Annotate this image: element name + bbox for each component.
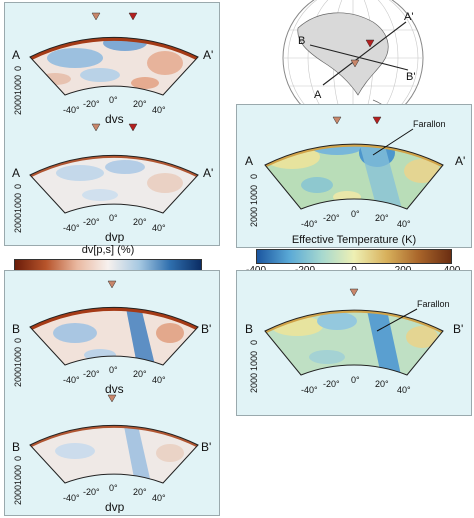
svg-text:40°: 40° (397, 219, 411, 229)
svg-text:0: 0 (13, 66, 23, 71)
svg-text:2000: 2000 (249, 207, 259, 227)
svg-text:-40°: -40° (301, 219, 318, 229)
left-bottom-panel: B B' 0 1000 2000 -40° -20° 0° 20° 40° dv… (4, 270, 220, 516)
svg-text:0: 0 (13, 456, 23, 461)
section-label-start: A (12, 166, 20, 180)
svg-text:20°: 20° (133, 487, 147, 497)
svg-text:40°: 40° (397, 385, 411, 395)
section-label-end: B' (453, 322, 463, 336)
svg-text:-40°: -40° (63, 105, 80, 115)
profile-line-b (309, 44, 409, 71)
svg-text:0°: 0° (109, 213, 118, 223)
svg-text:40°: 40° (152, 105, 166, 115)
section-label-end: A' (455, 154, 465, 168)
section-temp-b: Farallon B B' 0 1000 2000 -40° -20° 0° 2… (245, 288, 463, 395)
svg-text:20°: 20° (375, 213, 389, 223)
section-dvs-a: A A' 0 1000 2000 -40° -20° 0° 20° 40° dv… (12, 12, 213, 125)
svg-text:-40°: -40° (63, 223, 80, 233)
svg-text:-20°: -20° (83, 217, 100, 227)
svg-text:2000: 2000 (249, 373, 259, 393)
tan-marker (107, 394, 117, 403)
annotation-farallon: Farallon (417, 299, 450, 309)
svg-text:2000: 2000 (13, 485, 23, 505)
svg-text:1000: 1000 (13, 193, 23, 213)
svg-text:2000: 2000 (13, 95, 23, 115)
svg-text:2000: 2000 (13, 367, 23, 387)
svg-text:0°: 0° (109, 365, 118, 375)
section-title: dvs (105, 382, 124, 395)
colorbar-gradient (256, 249, 452, 264)
svg-text:20°: 20° (133, 99, 147, 109)
globe-label-b-prime: B' (406, 71, 415, 83)
section-label-end: A' (203, 166, 213, 180)
section-label-start: B (12, 440, 20, 454)
svg-text:2000: 2000 (13, 213, 23, 233)
tan-marker (107, 280, 117, 289)
svg-text:0: 0 (249, 174, 259, 179)
svg-text:20°: 20° (133, 217, 147, 227)
section-dvs-b: B B' 0 1000 2000 -40° -20° 0° 20° 40° dv… (12, 280, 211, 395)
section-temp-a: Farallon A A' 0 1000 2000 -40° -20° 0° 2… (245, 116, 465, 229)
section-label-end: B' (201, 440, 211, 454)
section-title: dvp (105, 230, 125, 243)
red-marker (128, 123, 138, 132)
red-marker (128, 12, 138, 21)
svg-text:0°: 0° (109, 483, 118, 493)
left-top-panel: A A' 0 1000 2000 -40° -20° 0° 20° 40° dv… (4, 2, 220, 246)
section-label-start: B (12, 322, 20, 336)
annotation-leader (372, 128, 414, 156)
svg-text:-40°: -40° (63, 375, 80, 385)
svg-text:1000: 1000 (249, 351, 259, 371)
svg-text:40°: 40° (152, 223, 166, 233)
right-top-panel: Farallon A A' 0 1000 2000 -40° -20° 0° 2… (236, 104, 472, 248)
svg-text:0: 0 (13, 184, 23, 189)
globe-label-b: B (298, 35, 305, 47)
globe-label-a-prime: A' (404, 11, 413, 23)
section-label-end: B' (201, 322, 211, 336)
profile-line-a (322, 21, 407, 86)
colorbar-title: dv[p,s] (%) (81, 244, 135, 256)
section-label-start: B (245, 322, 253, 336)
section-dvp-b: B B' 0 1000 2000 -40° -20° 0° 20° 40° dv… (12, 394, 211, 513)
svg-text:-20°: -20° (323, 379, 340, 389)
svg-text:0°: 0° (351, 209, 360, 219)
svg-text:1000: 1000 (13, 347, 23, 367)
svg-text:1000: 1000 (249, 185, 259, 205)
globe-map: A A' B B' (282, 0, 424, 110)
section-label-start: A (12, 48, 20, 62)
annotation-leader (376, 308, 418, 332)
svg-text:-40°: -40° (63, 493, 80, 503)
svg-text:0: 0 (13, 338, 23, 343)
svg-text:0: 0 (249, 340, 259, 345)
svg-text:0°: 0° (351, 375, 360, 385)
svg-text:-20°: -20° (323, 213, 340, 223)
section-label-start: A (245, 154, 253, 168)
annotation-farallon: Farallon (413, 119, 446, 129)
section-label-end: A' (203, 48, 213, 62)
svg-text:40°: 40° (152, 493, 166, 503)
svg-text:-20°: -20° (83, 369, 100, 379)
red-marker (365, 39, 375, 48)
globe-label-a: A (314, 89, 322, 101)
svg-text:-40°: -40° (301, 385, 318, 395)
section-title: dvs (105, 112, 124, 125)
svg-text:20°: 20° (133, 369, 147, 379)
tan-marker (350, 59, 360, 68)
svg-text:1000: 1000 (13, 75, 23, 95)
section-title: dvp (105, 500, 125, 513)
tan-marker (91, 123, 101, 132)
red-marker (372, 116, 382, 125)
svg-text:-20°: -20° (83, 99, 100, 109)
svg-text:40°: 40° (152, 375, 166, 385)
section-dvp-a: A A' 0 1000 2000 -40° -20° 0° 20° 40° dv… (12, 123, 213, 243)
tan-marker (91, 12, 101, 21)
tan-marker (332, 116, 342, 125)
svg-text:20°: 20° (375, 379, 389, 389)
svg-text:1000: 1000 (13, 465, 23, 485)
svg-text:0°: 0° (109, 95, 118, 105)
svg-text:-20°: -20° (83, 487, 100, 497)
right-bottom-panel: Farallon B B' 0 1000 2000 -40° -20° 0° 2… (236, 270, 472, 416)
colorbar-title: Effective Temperature (K) (291, 234, 417, 246)
tan-marker (349, 288, 359, 297)
